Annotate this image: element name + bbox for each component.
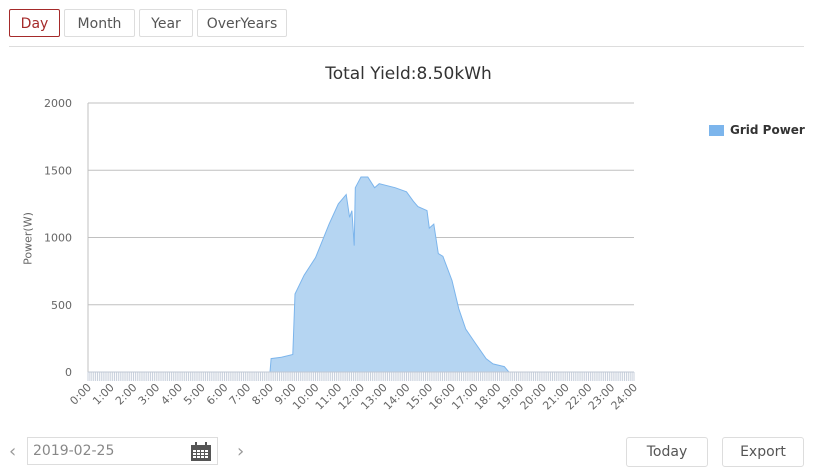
chevron-right-icon[interactable]: › <box>237 441 245 462</box>
y-tick-label: 1000 <box>44 232 72 245</box>
x-tick-label: 0:00 <box>67 381 94 408</box>
x-tick-label: 3:00 <box>136 381 163 408</box>
legend-label: Grid Power <box>730 123 805 137</box>
period-tabs: Day Month Year OverYears <box>9 9 287 37</box>
export-button[interactable]: Export <box>722 437 804 467</box>
x-tick-label: 7:00 <box>227 381 254 408</box>
x-tick-label: 2:00 <box>113 381 140 408</box>
tab-day[interactable]: Day <box>9 9 60 37</box>
calendar-icon[interactable] <box>191 442 211 461</box>
legend-swatch <box>709 124 724 136</box>
y-tick-label: 500 <box>51 299 72 312</box>
x-tick-label: 6:00 <box>204 381 231 408</box>
tab-month[interactable]: Month <box>64 9 135 37</box>
today-button[interactable]: Today <box>626 437 708 467</box>
date-picker[interactable] <box>27 437 218 465</box>
y-tick-label: 0 <box>65 366 72 379</box>
power-chart: 0 500 1000 1500 2000 0:001:002:003:004:005:00… <box>44 97 641 413</box>
grid-power-line <box>88 176 634 373</box>
x-tick-label: 4:00 <box>158 381 185 408</box>
x-tick-label: 8:00 <box>249 381 276 408</box>
x-tick-label: 1:00 <box>90 381 117 408</box>
tabs-divider <box>9 46 804 47</box>
y-axis-label: Power(W) <box>21 212 35 265</box>
chart-title: Total Yield:8.50kWh <box>325 64 492 84</box>
legend-item-grid-power[interactable]: Grid Power <box>709 123 805 137</box>
x-tick-label: 24:00 <box>609 381 641 413</box>
y-tick-label: 1500 <box>44 164 72 177</box>
tab-overyears[interactable]: OverYears <box>197 9 287 37</box>
date-controls: ‹ › Today Export <box>0 437 817 467</box>
x-tick-label: 5:00 <box>181 381 208 408</box>
grid-power-area <box>88 177 634 372</box>
y-tick-label: 2000 <box>44 97 72 110</box>
tab-year[interactable]: Year <box>139 9 193 37</box>
chevron-left-icon[interactable]: ‹ <box>9 441 17 462</box>
date-input[interactable] <box>33 438 183 464</box>
